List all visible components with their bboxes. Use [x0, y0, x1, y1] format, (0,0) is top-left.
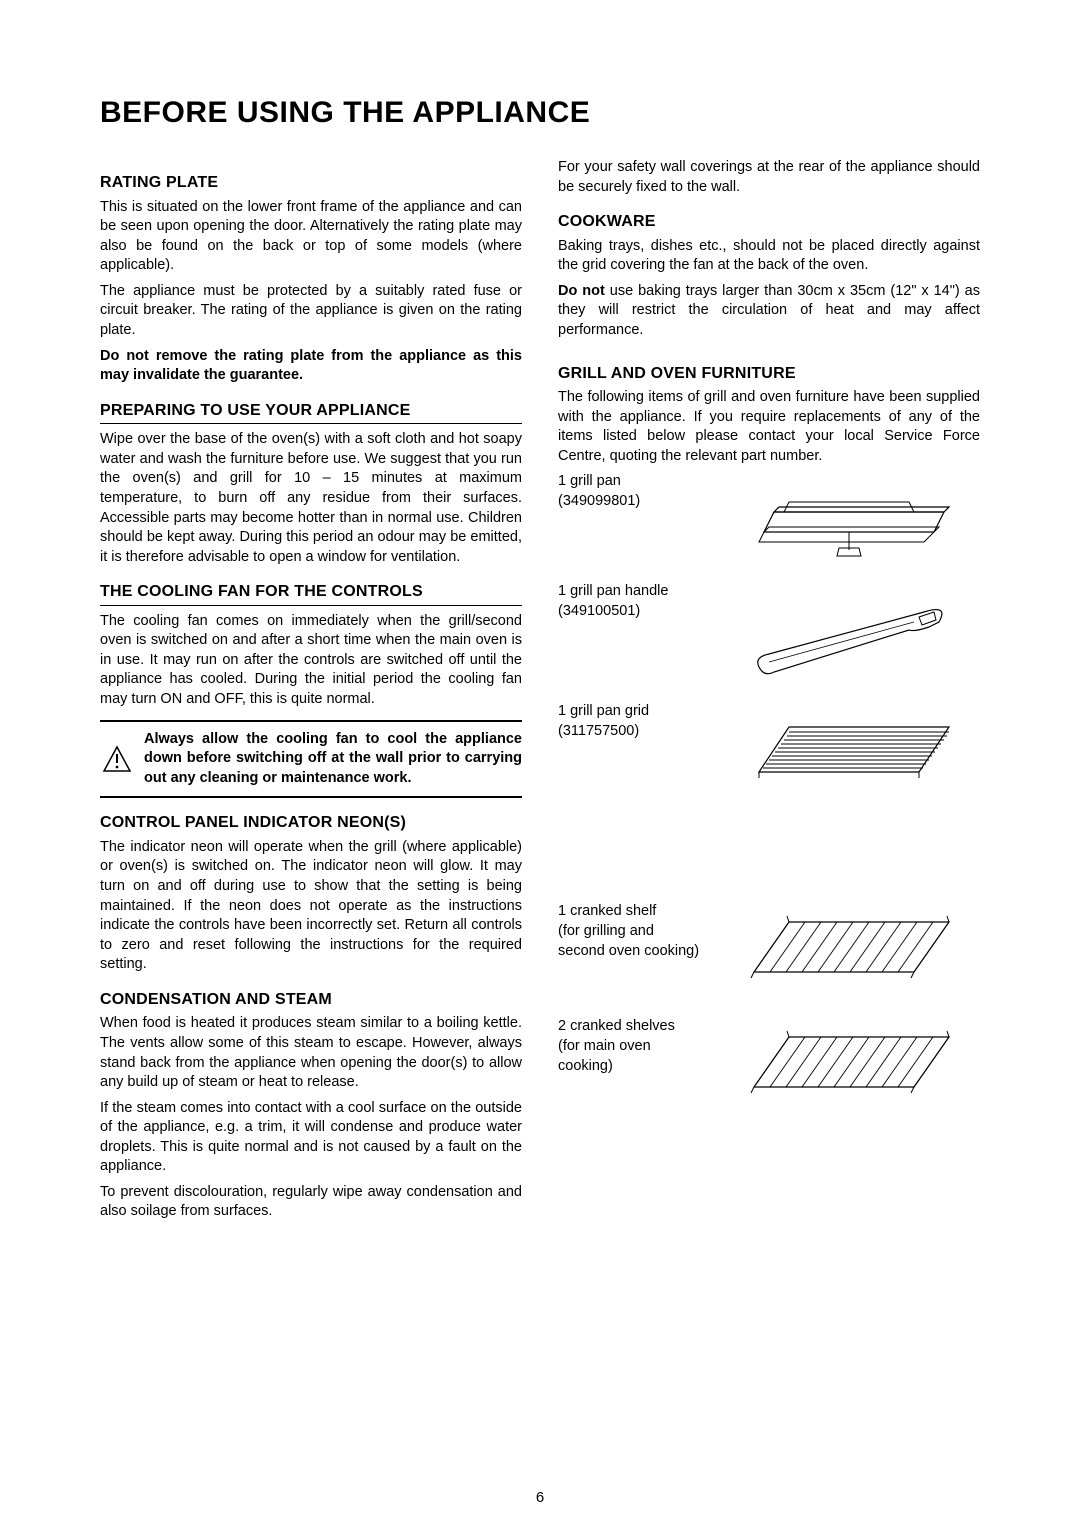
left-column: RATING PLATE This is situated on the low…	[100, 158, 522, 1228]
furniture-intro: The following items of grill and oven fu…	[558, 388, 980, 466]
furniture-item-grill-pan-handle: 1 grill pan handle (349100501)	[558, 582, 980, 692]
condensation-p3: To prevent discolouration, regularly wip…	[100, 1183, 522, 1222]
label-line2: (349100501)	[558, 603, 640, 619]
rating-plate-warning: Do not remove the rating plate from the …	[100, 347, 522, 386]
label-line1: 1 grill pan grid	[558, 703, 649, 719]
furniture-item-grill-pan: 1 grill pan (349099801)	[558, 472, 980, 572]
cranked-shelf-illustration	[718, 902, 980, 997]
two-column-layout: RATING PLATE This is situated on the low…	[100, 158, 980, 1228]
cookware-p1: Baking trays, dishes etc., should not be…	[558, 237, 980, 276]
furniture-label: 1 grill pan handle (349100501)	[558, 582, 708, 621]
label-line1: 1 grill pan	[558, 473, 621, 489]
label-line1: 2 cranked shelves	[558, 1018, 675, 1034]
preparing-p1: Wipe over the base of the oven(s) with a…	[100, 430, 522, 567]
heading-indicator-neons: CONTROL PANEL INDICATOR NEON(S)	[100, 812, 522, 834]
cranked-shelves-illustration	[718, 1017, 980, 1112]
warning-callout: Always allow the cooling fan to cool the…	[100, 720, 522, 799]
warning-callout-text: Always allow the cooling fan to cool the…	[144, 730, 522, 789]
cookware-p2-rest: use baking trays larger than 30cm x 35cm…	[558, 283, 980, 338]
label-line1: 1 grill pan handle	[558, 583, 668, 599]
label-line2: (for main oven	[558, 1038, 651, 1054]
cookware-p2: Do not use baking trays larger than 30cm…	[558, 282, 980, 341]
warning-icon	[100, 730, 134, 789]
heading-rating-plate: RATING PLATE	[100, 172, 522, 194]
grill-pan-illustration	[718, 472, 980, 572]
label-line2: (for grilling and	[558, 923, 654, 939]
heading-cookware: COOKWARE	[558, 211, 980, 233]
right-column: For your safety wall coverings at the re…	[558, 158, 980, 1228]
page-title: BEFORE USING THE APPLIANCE	[100, 96, 980, 130]
label-line3: second oven cooking)	[558, 943, 699, 959]
indicator-p1: The indicator neon will operate when the…	[100, 838, 522, 975]
vertical-spacer	[558, 812, 980, 902]
heading-condensation: CONDENSATION AND STEAM	[100, 989, 522, 1011]
heading-furniture: GRILL AND OVEN FURNITURE	[558, 363, 980, 385]
page-number: 6	[0, 1489, 1080, 1506]
furniture-item-cranked-shelf: 1 cranked shelf (for grilling and second…	[558, 902, 980, 997]
furniture-label: 1 cranked shelf (for grilling and second…	[558, 902, 708, 961]
cooling-fan-p1: The cooling fan comes on immediately whe…	[100, 612, 522, 710]
condensation-p1: When food is heated it produces steam si…	[100, 1014, 522, 1092]
label-line1: 1 cranked shelf	[558, 903, 656, 919]
furniture-label: 1 grill pan grid (311757500)	[558, 702, 708, 741]
rating-plate-p1: This is situated on the lower front fram…	[100, 198, 522, 276]
wall-covering-note: For your safety wall coverings at the re…	[558, 158, 980, 197]
furniture-label: 1 grill pan (349099801)	[558, 472, 708, 511]
manual-page: BEFORE USING THE APPLIANCE RATING PLATE …	[0, 0, 1080, 1534]
heading-cooling-fan: THE COOLING FAN FOR THE CONTROLS	[100, 581, 522, 606]
furniture-label: 2 cranked shelves (for main oven cooking…	[558, 1017, 708, 1076]
cookware-do-not: Do not	[558, 283, 605, 299]
rating-plate-p2: The appliance must be protected by a sui…	[100, 282, 522, 341]
grill-pan-grid-illustration	[718, 702, 980, 802]
label-line2: (349099801)	[558, 493, 640, 509]
label-line2: (311757500)	[558, 723, 639, 739]
furniture-item-grill-pan-grid: 1 grill pan grid (311757500)	[558, 702, 980, 802]
heading-preparing: PREPARING TO USE YOUR APPLIANCE	[100, 400, 522, 425]
furniture-item-cranked-shelves: 2 cranked shelves (for main oven cooking…	[558, 1017, 980, 1112]
condensation-p2: If the steam comes into contact with a c…	[100, 1099, 522, 1177]
grill-pan-handle-illustration	[718, 582, 980, 692]
label-line3: cooking)	[558, 1058, 613, 1074]
